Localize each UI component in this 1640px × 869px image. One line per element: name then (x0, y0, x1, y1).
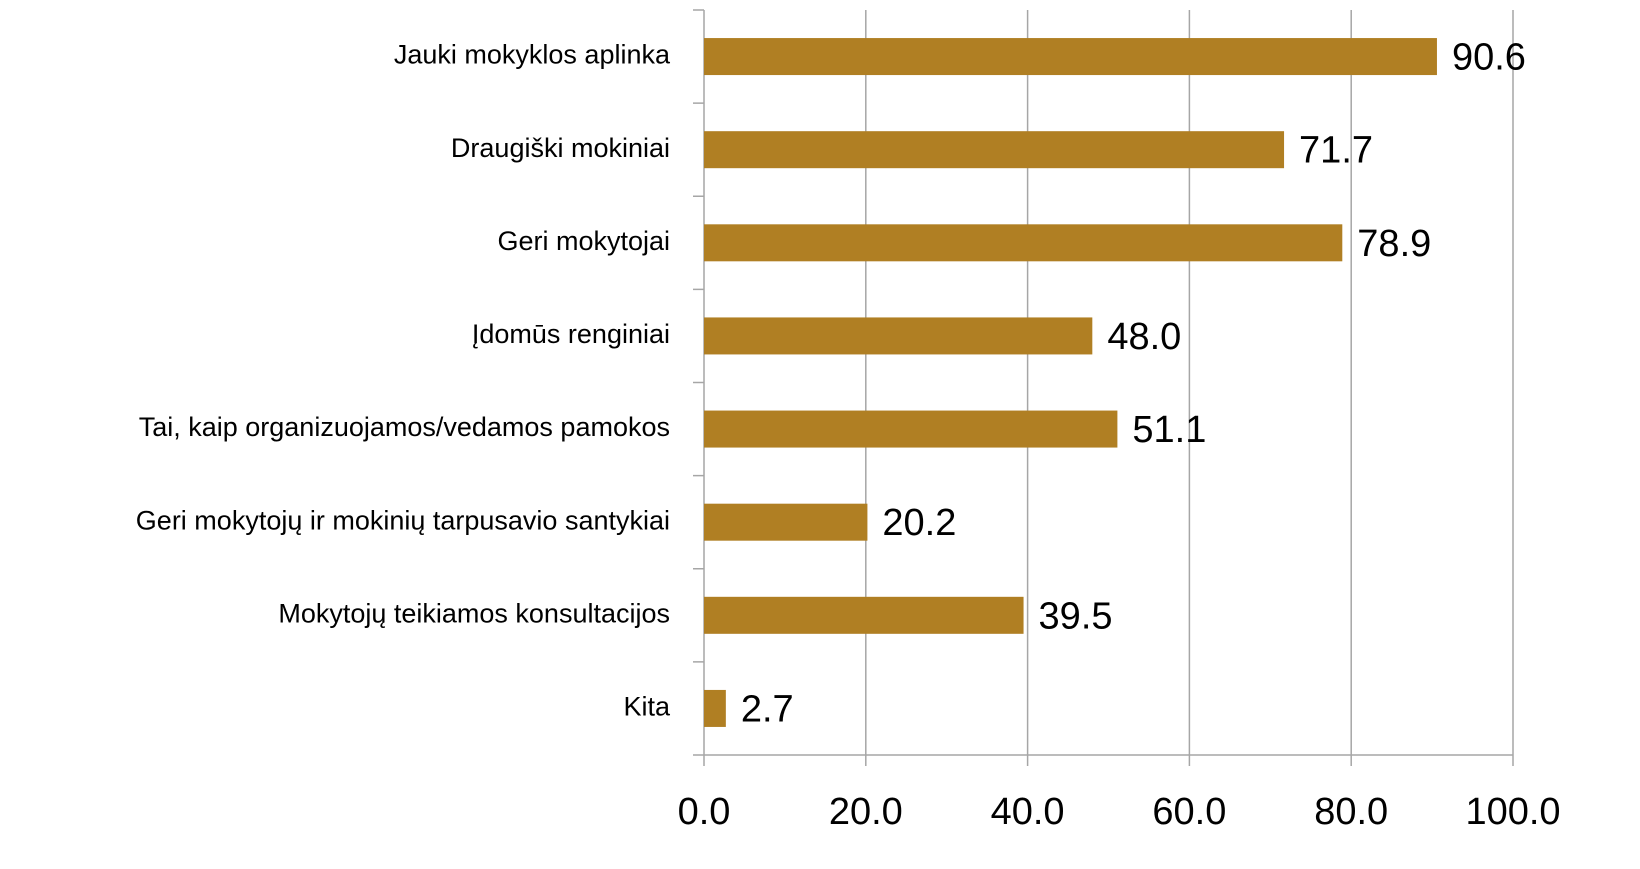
x-tick-label: 20.0 (829, 791, 903, 833)
data-label: 2.7 (741, 688, 794, 730)
y-tick-label: Kita (623, 692, 671, 722)
bar (704, 503, 868, 541)
data-label: 20.2 (882, 502, 956, 544)
y-tick-label: Draugiški mokiniai (451, 133, 670, 163)
data-label: 48.0 (1107, 316, 1181, 358)
y-tick-label: Geri mokytojai (497, 226, 670, 256)
bar (704, 38, 1437, 76)
bar (704, 410, 1118, 448)
data-label: 39.5 (1039, 595, 1113, 637)
bar (704, 131, 1285, 169)
data-label: 78.9 (1357, 223, 1431, 265)
x-tick-label: 40.0 (991, 791, 1065, 833)
x-tick-label: 80.0 (1314, 791, 1388, 833)
y-tick-label: Jauki mokyklos aplinka (394, 40, 671, 70)
data-label: 71.7 (1299, 130, 1373, 172)
y-tick-label: Mokytojų teikiamos konsultacijos (278, 598, 670, 628)
x-tick-label: 100.0 (1465, 791, 1560, 833)
bar (704, 689, 726, 727)
bar (704, 596, 1024, 634)
y-tick-label: Įdomūs renginiai (472, 319, 670, 349)
y-tick-label: Geri mokytojų ir mokinių tarpusavio sant… (136, 505, 670, 535)
data-label: 90.6 (1452, 37, 1526, 79)
bar (704, 317, 1093, 355)
x-tick-label: 60.0 (1152, 791, 1226, 833)
bar (704, 224, 1343, 262)
x-tick-label: 0.0 (678, 791, 731, 833)
y-tick-label: Tai, kaip organizuojamos/vedamos pamokos (139, 412, 670, 442)
data-label: 51.1 (1132, 409, 1206, 451)
